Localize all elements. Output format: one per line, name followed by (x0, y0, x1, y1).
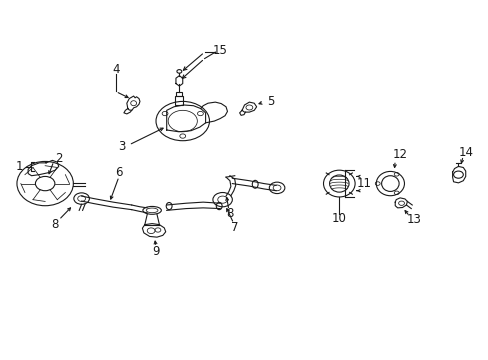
Text: 15: 15 (212, 44, 227, 57)
Text: 11: 11 (356, 177, 371, 190)
Text: 8: 8 (51, 218, 59, 231)
Text: 7: 7 (230, 221, 238, 234)
Text: 8: 8 (226, 207, 233, 220)
Text: 10: 10 (331, 212, 346, 225)
Text: 13: 13 (406, 213, 420, 226)
Text: 5: 5 (267, 95, 274, 108)
Text: 1: 1 (16, 160, 23, 173)
Text: 3: 3 (118, 140, 125, 153)
Bar (176, 92, 182, 96)
Bar (175, 96, 183, 105)
Text: 9: 9 (152, 245, 160, 258)
Text: 12: 12 (392, 148, 407, 162)
Text: 2: 2 (55, 152, 62, 165)
Text: 4: 4 (112, 63, 119, 76)
Text: 6: 6 (115, 166, 122, 179)
Text: 14: 14 (457, 146, 472, 159)
